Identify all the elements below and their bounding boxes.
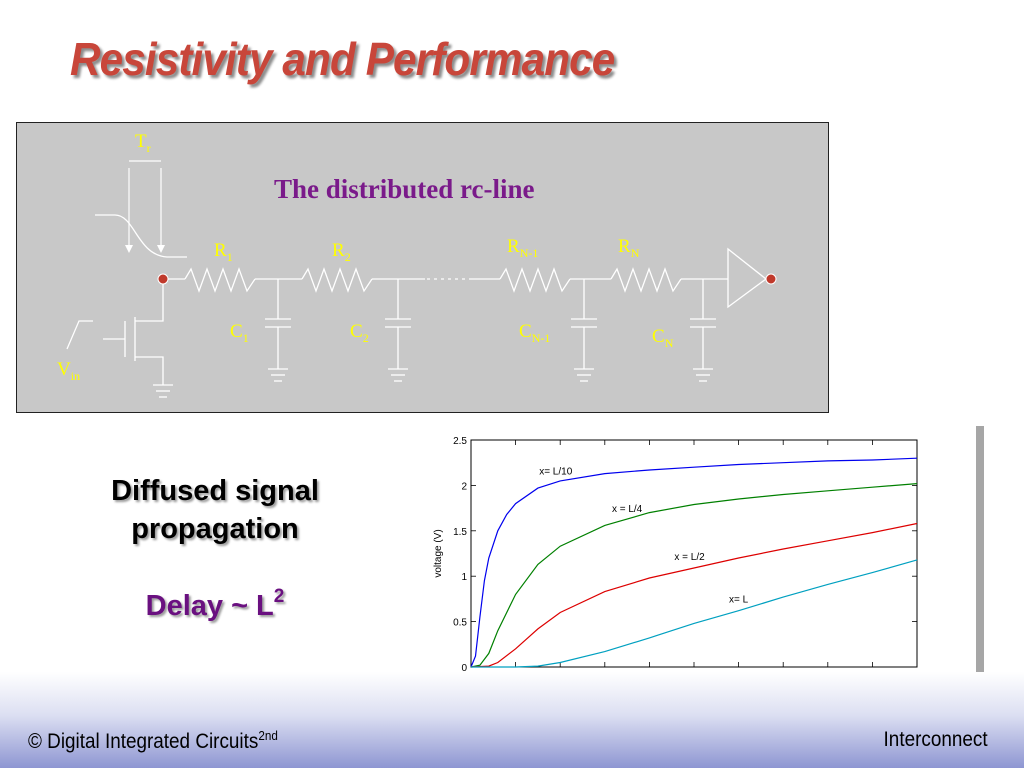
footer-copyright-text: © Digital Integrated Circuits <box>28 730 259 753</box>
buffer-triangle <box>727 247 768 309</box>
delay-text: Delay ~ L <box>145 590 274 622</box>
delay-formula: Delay ~ L2 <box>60 586 370 623</box>
output-node <box>765 273 777 285</box>
footer-edition: 2nd <box>258 728 278 743</box>
delay-exponent: 2 <box>273 586 285 607</box>
rc-line-diagram: The distributed rc-line Tr Vin <box>16 122 829 413</box>
ground-symbol <box>153 384 173 398</box>
series-line-4 <box>471 559 918 668</box>
series-label-3: x = L/2 <box>674 552 705 563</box>
footer-section-name: Interconnect <box>883 728 988 751</box>
series-label-1: x= L/10 <box>539 466 573 477</box>
tr-arrowhead-right <box>157 245 165 253</box>
y-tick-label: 0 <box>461 663 467 674</box>
rn-label: RN <box>618 236 640 260</box>
footer-copyright: © Digital Integrated Circuits2nd <box>28 728 278 754</box>
c1-label: C1 <box>230 321 249 345</box>
capacitor-c2 <box>385 279 411 382</box>
circuit-drawing: The distributed rc-line Tr Vin <box>57 131 777 398</box>
r2-label: R2 <box>332 240 351 264</box>
cn-1-label: CN-1 <box>519 321 550 345</box>
series-label-4: x= L <box>729 595 749 606</box>
y-tick-label: 1 <box>461 572 467 583</box>
y-tick-label: 1.5 <box>453 527 467 538</box>
rc-line-title: The distributed rc-line <box>274 174 535 204</box>
tr-arrowhead-left <box>125 245 133 253</box>
vin-step-waveform <box>66 320 93 350</box>
y-tick-label: 2 <box>461 481 467 492</box>
footer-band <box>0 672 1024 768</box>
transistor-drain <box>135 279 164 322</box>
y-axis-label: voltage (V) <box>433 529 444 577</box>
diffused-line-2: propagation <box>131 513 299 545</box>
voltage-plot-panel: 00.511.522.533.544.5500.511.522.5time (n… <box>396 418 976 700</box>
rn-1-label: RN-1 <box>507 236 538 260</box>
tr-ramp-waveform <box>95 214 187 258</box>
voltage-plot: 00.511.522.533.544.5500.511.522.5time (n… <box>433 436 920 696</box>
resistor-rn-1 <box>499 267 571 293</box>
capacitor-c1 <box>265 279 291 382</box>
diffused-signal-text: Diffused signal propagation <box>60 472 370 548</box>
tr-label: Tr <box>135 131 151 155</box>
series-line-2 <box>470 483 918 668</box>
y-tick-label: 0.5 <box>453 618 467 629</box>
y-tick-label: 2.5 <box>453 436 467 447</box>
capacitor-cn-1 <box>571 279 597 382</box>
resistor-r2 <box>301 267 373 293</box>
transistor-source <box>135 356 164 385</box>
resistor-r1 <box>184 267 256 293</box>
diffused-line-1: Diffused signal <box>111 475 319 507</box>
capacitor-cn <box>690 279 716 382</box>
slide-title: Resistivity and Performance <box>70 33 615 85</box>
vin-label: Vin <box>57 359 80 383</box>
input-node <box>157 273 169 285</box>
resistor-rn <box>610 267 682 293</box>
series-line-1 <box>470 457 918 668</box>
cn-label: CN <box>652 326 674 350</box>
r1-label: R1 <box>214 240 233 264</box>
series-label-2: x = L/4 <box>612 504 643 515</box>
series-line-3 <box>470 522 918 668</box>
c2-label: C2 <box>350 321 369 345</box>
